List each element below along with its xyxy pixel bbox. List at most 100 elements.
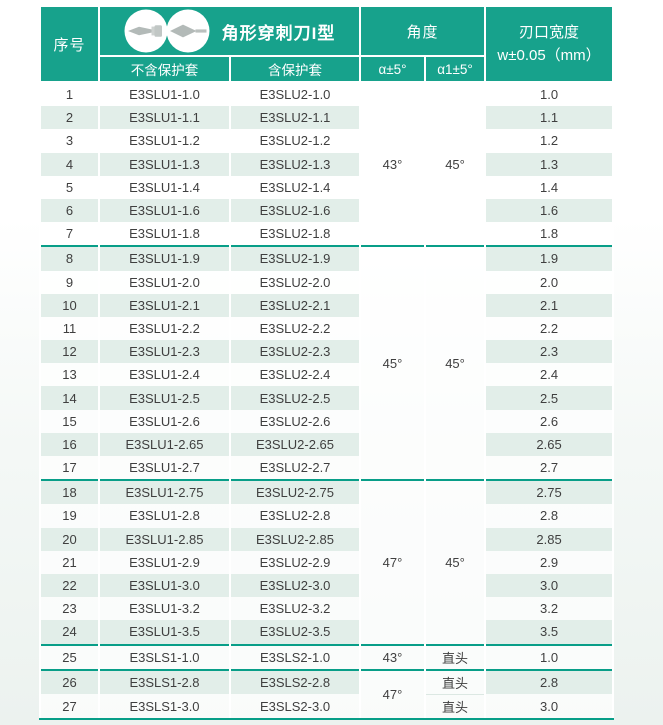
width-cell: 2.8	[484, 668, 615, 695]
code-with-sheath-cell: E3SLS2-2.8	[228, 668, 362, 695]
code-with-sheath-cell: E3SLU2-1.3	[228, 152, 362, 176]
width-cell: 2.75	[484, 479, 615, 505]
serial-cell: 20	[39, 527, 100, 551]
code-without-sheath-cell: E3SLU1-1.3	[98, 152, 231, 176]
code-without-sheath-cell: E3SLU1-2.65	[98, 432, 231, 456]
code-with-sheath-cell: E3SLS2-3.0	[228, 694, 362, 721]
width-cell: 2.3	[484, 340, 615, 364]
code-without-sheath-cell: E3SLU1-1.9	[98, 245, 231, 271]
width-column-header: 刃口宽度 w±0.05（mm）	[484, 5, 615, 83]
table-row: 13 E3SLU1-2.4 E3SLU2-2.4 2.4	[39, 363, 615, 387]
code-with-sheath-cell: E3SLU2-2.4	[228, 363, 362, 387]
alpha1-angle-cell: 45°	[424, 479, 487, 645]
table-row: 18 E3SLU1-2.75 E3SLU2-2.75 47° 45° 2.75	[39, 479, 615, 645]
table-row: 11 E3SLU1-2.2 E3SLU2-2.2 2.2	[39, 316, 615, 341]
header-row-sub: 不含保护套 含保护套 α±5° α1±5°	[40, 55, 613, 83]
table-row: 10 E3SLU1-2.1 E3SLU2-2.1 2.1	[39, 293, 615, 317]
width-cell: 2.5	[484, 386, 615, 410]
code-without-sheath-cell: E3SLS1-1.0	[98, 643, 231, 670]
alpha-angle-cell: 47°	[359, 668, 427, 721]
width-cell: 2.4	[484, 363, 615, 387]
code-with-sheath-cell: E3SLU2-2.9	[228, 550, 362, 574]
header-row-top: 序号	[39, 5, 615, 83]
table-body: 1 E3SLU1-1.0 E3SLU2-1.0 43° 45° 1.0 2 E3SLU1-1.…	[39, 82, 615, 721]
code-without-sheath-cell: E3SLS1-3.0	[98, 694, 231, 721]
alpha1-angle-cell: 直头	[424, 643, 487, 670]
table-header: 序号	[39, 5, 615, 83]
table-row: 12 E3SLU1-2.3 E3SLU2-2.3 2.3	[39, 340, 615, 364]
width-cell: 1.0	[484, 82, 615, 107]
with-sheath-header: 含保护套	[228, 55, 362, 83]
serial-cell: 22	[39, 573, 100, 598]
serial-cell: 3	[39, 129, 100, 153]
width-cell: 3.0	[484, 573, 615, 598]
code-without-sheath-cell: E3SLU1-2.75	[98, 479, 231, 505]
code-with-sheath-cell: E3SLU2-3.0	[228, 573, 362, 598]
code-with-sheath-cell: E3SLU2-3.2	[228, 597, 362, 621]
code-with-sheath-cell: E3SLU2-1.4	[228, 175, 362, 199]
blade-with-hub-icon	[124, 9, 168, 53]
serial-cell: 27	[39, 694, 100, 721]
width-cell: 2.7	[484, 456, 615, 481]
serial-cell: 12	[39, 340, 100, 364]
alpha1-angle-cell: 45°	[424, 82, 487, 247]
code-with-sheath-cell: E3SLU2-1.6	[228, 198, 362, 223]
serial-cell: 11	[39, 316, 100, 341]
table-row: 21 E3SLU1-2.9 E3SLU2-2.9 2.9	[39, 550, 615, 574]
width-cell: 2.0	[484, 270, 615, 294]
serial-column-header: 序号	[39, 5, 100, 83]
table-row: 7 E3SLU1-1.8 E3SLU2-1.8 1.8	[39, 222, 615, 247]
code-without-sheath-cell: E3SLU1-2.85	[98, 527, 231, 551]
serial-cell: 16	[39, 432, 100, 456]
serial-cell: 8	[39, 245, 100, 271]
code-with-sheath-cell: E3SLU2-3.5	[228, 620, 362, 645]
table-row: 3 E3SLU1-1.2 E3SLU2-1.2 1.2	[39, 129, 615, 153]
code-with-sheath-cell: E3SLU2-1.1	[228, 106, 362, 130]
width-cell: 1.8	[484, 222, 615, 247]
table-row: 20 E3SLU1-2.85 E3SLU2-2.85 2.85	[39, 527, 615, 551]
table-row: 14 E3SLU1-2.5 E3SLU2-2.5 2.5	[39, 386, 615, 410]
code-without-sheath-cell: E3SLU1-1.4	[98, 175, 231, 199]
width-cell: 2.85	[484, 527, 615, 551]
code-without-sheath-cell: E3SLU1-2.4	[98, 363, 231, 387]
table-row: 25 E3SLS1-1.0 E3SLS2-1.0 43° 直头 1.0	[39, 643, 615, 670]
serial-cell: 24	[39, 620, 100, 645]
table-row: 4 E3SLU1-1.3 E3SLU2-1.3 1.3	[39, 152, 615, 176]
table-row: 9 E3SLU1-2.0 E3SLU2-2.0 2.0	[39, 270, 615, 294]
alpha-angle-cell: 45°	[359, 245, 427, 481]
table-row: 27 E3SLS1-3.0 E3SLS2-3.0 直头 3.0	[39, 693, 615, 721]
angle-column-header: 角度	[359, 5, 487, 57]
table-row: 5 E3SLU1-1.4 E3SLU2-1.4 1.4	[39, 175, 615, 199]
serial-cell: 5	[39, 175, 100, 199]
serial-cell: 1	[39, 82, 100, 107]
serial-cell: 13	[39, 363, 100, 387]
alpha-angle-cell: 43°	[359, 643, 427, 670]
width-cell: 3.0	[484, 694, 615, 721]
table-row: 8 E3SLU1-1.9 E3SLU2-1.9 45° 45° 1.9	[39, 245, 615, 481]
code-without-sheath-cell: E3SLU1-2.2	[98, 316, 231, 341]
serial-cell: 23	[39, 597, 100, 621]
width-cell: 1.4	[484, 175, 615, 199]
serial-cell: 7	[39, 222, 100, 247]
code-with-sheath-cell: E3SLU2-1.8	[228, 222, 362, 247]
code-with-sheath-cell: E3SLU2-1.2	[228, 129, 362, 153]
code-without-sheath-cell: E3SLU1-1.8	[98, 222, 231, 247]
code-with-sheath-cell: E3SLU2-2.0	[228, 270, 362, 294]
width-cell: 1.2	[484, 129, 615, 153]
code-with-sheath-cell: E3SLU2-1.0	[228, 82, 362, 107]
serial-cell: 18	[39, 479, 100, 505]
code-without-sheath-cell: E3SLU1-2.6	[98, 409, 231, 433]
code-with-sheath-cell: E3SLU2-2.7	[228, 456, 362, 481]
width-cell: 1.0	[484, 643, 615, 670]
code-with-sheath-cell: E3SLU2-2.2	[228, 316, 362, 341]
table-row: 6 E3SLU1-1.6 E3SLU2-1.6 1.6	[39, 198, 615, 223]
code-without-sheath-cell: E3SLU1-2.5	[98, 386, 231, 410]
code-with-sheath-cell: E3SLU2-2.6	[228, 409, 362, 433]
width-cell: 2.6	[484, 409, 615, 433]
table-row: 2 E3SLU1-1.1 E3SLU2-1.1 1.1	[39, 106, 615, 130]
diamond-blade-icon	[166, 9, 210, 53]
table-row: 16 E3SLU1-2.65 E3SLU2-2.65 2.65	[39, 432, 615, 456]
code-without-sheath-cell: E3SLU1-3.2	[98, 597, 231, 621]
serial-cell: 21	[39, 550, 100, 574]
